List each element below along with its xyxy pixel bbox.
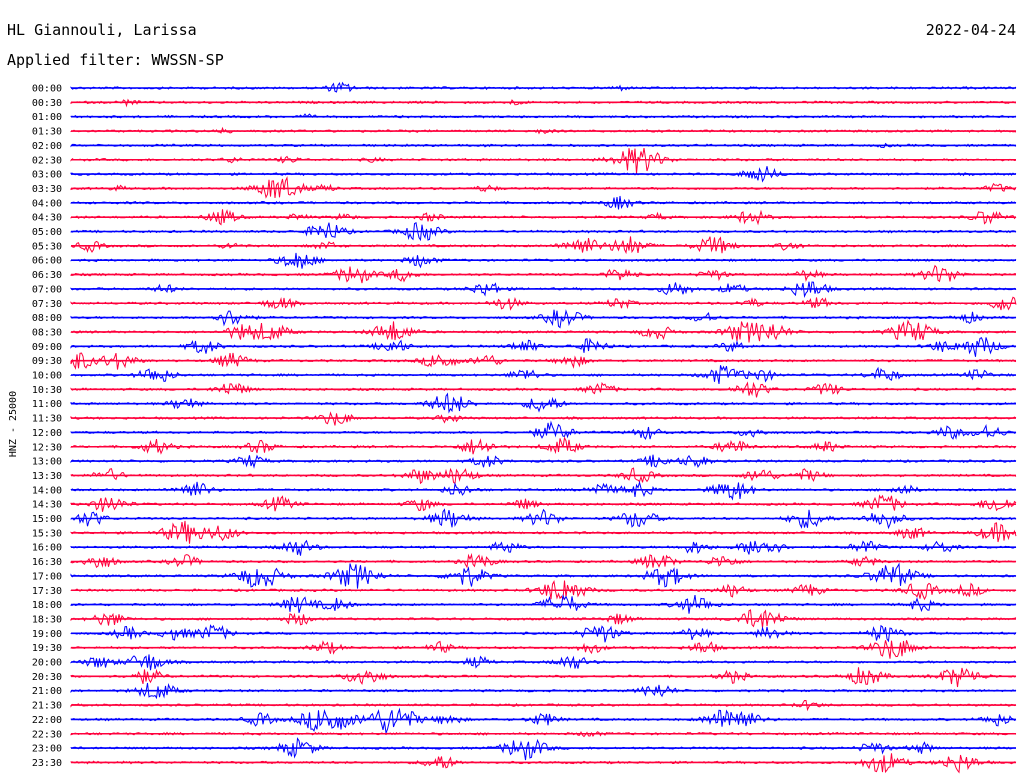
row-time-label: 06:00 — [32, 256, 62, 267]
row-time-label: 17:30 — [32, 586, 62, 597]
row-time-label: 14:30 — [32, 500, 62, 511]
row-time-label: 05:30 — [32, 241, 62, 252]
row-time-label: 07:00 — [32, 284, 62, 295]
row-time-label: 01:00 — [32, 112, 62, 123]
row-time-label: 20:30 — [32, 672, 62, 683]
row-time-label: 15:00 — [32, 514, 62, 525]
row-time-label: 19:30 — [32, 643, 62, 654]
row-time-label: 02:30 — [32, 155, 62, 166]
row-time-label: 23:30 — [32, 758, 62, 769]
trace-row — [70, 420, 1017, 440]
trace-row — [70, 236, 1017, 255]
row-time-label: 16:30 — [32, 557, 62, 568]
row-time-label: 19:00 — [32, 629, 62, 640]
row-time-label: 05:00 — [32, 227, 62, 238]
row-time-label: 22:00 — [32, 715, 62, 726]
row-time-label: 00:00 — [32, 84, 62, 95]
row-time-label: 20:00 — [32, 658, 62, 669]
station-title: HL Giannouli, Larissa — [7, 21, 197, 39]
row-time-label: 18:00 — [32, 600, 62, 611]
row-time-label: 07:30 — [32, 299, 62, 310]
row-time-label: 18:30 — [32, 614, 62, 625]
row-time-label: 11:30 — [32, 414, 62, 425]
row-time-label: 21:00 — [32, 686, 62, 697]
row-time-label: 04:30 — [32, 213, 62, 224]
row-time-label: 15:30 — [32, 528, 62, 539]
row-time-label: 22:30 — [32, 729, 62, 740]
row-time-label: 11:00 — [32, 399, 62, 410]
row-time-label: 10:00 — [32, 371, 62, 382]
trace-row — [70, 309, 1017, 329]
row-time-label: 02:00 — [32, 141, 62, 152]
row-time-label: 17:00 — [32, 571, 62, 582]
trace-row — [70, 381, 1017, 398]
trace-row — [70, 640, 1017, 659]
trace-group: 00:00 00:30 01:00 01:30 02:00 02:30 03:00 03:30… — [32, 81, 1017, 774]
row-time-label: 16:00 — [32, 543, 62, 554]
record-date: 2022-04-24 — [925, 21, 1016, 39]
filter-label: Applied filter: WWSSN-SP — [7, 51, 224, 69]
row-time-label: 06:30 — [32, 270, 62, 281]
row-time-label: 09:00 — [32, 342, 62, 353]
trace-row — [70, 707, 1017, 734]
row-time-label: 23:00 — [32, 744, 62, 755]
row-time-label: 04:00 — [32, 198, 62, 209]
row-time-label: 09:30 — [32, 356, 62, 367]
row-time-label: 08:30 — [32, 327, 62, 338]
row-time-label: 13:30 — [32, 471, 62, 482]
row-time-label: 08:00 — [32, 313, 62, 324]
row-time-label: 14:00 — [32, 485, 62, 496]
trace-row — [70, 148, 1017, 174]
row-time-label: 12:00 — [32, 428, 62, 439]
row-time-label: 12:30 — [32, 442, 62, 453]
row-time-label: 13:00 — [32, 457, 62, 468]
row-time-label: 21:30 — [32, 701, 62, 712]
trace-row — [70, 392, 1017, 414]
trace-row — [70, 539, 1017, 556]
row-time-label: 03:00 — [32, 170, 62, 181]
trace-row — [70, 411, 1017, 426]
row-time-label: 10:30 — [32, 385, 62, 396]
row-time-label: 01:30 — [32, 127, 62, 138]
trace-row — [70, 737, 1016, 761]
trace-row — [70, 667, 1017, 688]
row-time-label: 03:30 — [32, 184, 62, 195]
row-time-label: 00:30 — [32, 98, 62, 109]
